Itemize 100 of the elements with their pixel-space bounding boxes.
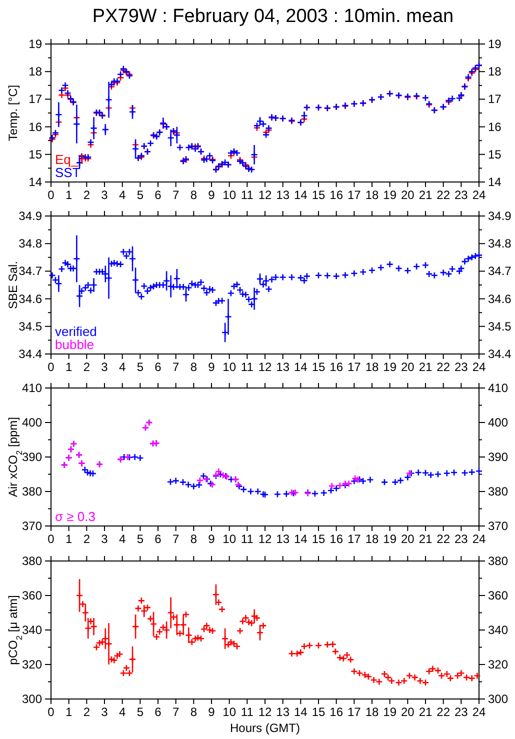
chart-title: PX79W : February 04, 2003 : 10min. mean bbox=[92, 6, 454, 27]
y2-tick-label: 18 bbox=[488, 64, 502, 79]
x-tick-label: 11 bbox=[240, 705, 254, 719]
x-tick-label: 9 bbox=[208, 360, 216, 374]
y-tick-label: 400 bbox=[22, 416, 42, 430]
y-tick-label: 18 bbox=[28, 64, 42, 79]
x-tick-label: 23 bbox=[454, 705, 468, 719]
y-tick-label: 17 bbox=[28, 92, 42, 106]
y-tick-label: 14 bbox=[28, 175, 42, 189]
x-tick-label: 2 bbox=[83, 705, 90, 719]
x-tick-label: 15 bbox=[312, 360, 326, 374]
y-tick-label: 370 bbox=[22, 519, 42, 533]
y-tick-label: 34.6 bbox=[18, 292, 42, 306]
x-tick-label: 10 bbox=[222, 188, 236, 202]
x-tick-label: 18 bbox=[365, 705, 379, 719]
x-tick-label: 18 bbox=[365, 188, 379, 202]
x-tick-label: 15 bbox=[312, 532, 326, 546]
y2-tick-label: 34.7 bbox=[488, 264, 512, 278]
x-tick-label: 9 bbox=[208, 705, 216, 719]
x-tick-label: 16 bbox=[330, 360, 344, 374]
x-tick-label: 7 bbox=[172, 532, 180, 546]
x-tick-label: 1 bbox=[65, 188, 72, 202]
y2-tick-label: 19 bbox=[488, 37, 502, 51]
x-tick-label: 12 bbox=[258, 532, 272, 546]
y-tick-label: 34.8 bbox=[18, 236, 42, 251]
point bbox=[328, 482, 336, 490]
y-tick-label: 360 bbox=[22, 588, 42, 602]
x-tick-label: 2 bbox=[83, 188, 90, 202]
x-tick-label: 14 bbox=[294, 360, 308, 374]
x-tick-label: 1 bbox=[65, 705, 72, 719]
x-tick-label: 19 bbox=[383, 360, 397, 374]
text: verified bbox=[55, 324, 97, 339]
x-tick-label: 14 bbox=[294, 705, 308, 719]
x-tick-label: 24 bbox=[472, 360, 486, 374]
y-tick-label: 34.7 bbox=[18, 264, 42, 278]
x-tick-label: 21 bbox=[418, 188, 432, 202]
x-tick-label: 24 bbox=[472, 705, 486, 719]
x-tick-label: 17 bbox=[347, 360, 362, 374]
x-tick-label: 20 bbox=[400, 188, 415, 202]
x-tick-label: 1 bbox=[65, 532, 72, 546]
x-tick-label: 3 bbox=[101, 360, 108, 374]
x-tick-label: 14 bbox=[294, 532, 308, 546]
x-axis-title: Hours (GMT) bbox=[230, 721, 300, 735]
x-tick-label: 7 bbox=[172, 188, 180, 202]
x-tick-label: 4 bbox=[118, 705, 126, 719]
x-tick-label: 13 bbox=[276, 532, 290, 546]
x-tick-label: 14 bbox=[294, 188, 308, 202]
y-tick-label: 320 bbox=[22, 658, 42, 672]
x-tick-label: 2 bbox=[83, 360, 90, 374]
x-tick-label: 13 bbox=[276, 705, 290, 719]
y2-tick-label: 360 bbox=[488, 588, 508, 602]
x-tick-label: 8 bbox=[190, 360, 198, 374]
x-tick-label: 19 bbox=[383, 532, 397, 546]
y2-tick-label: 340 bbox=[488, 623, 508, 637]
y2-tick-label: 34.5 bbox=[488, 319, 512, 334]
x-tick-label: 22 bbox=[436, 360, 450, 374]
x-tick-label: 15 bbox=[312, 705, 326, 719]
x-tick-label: 5 bbox=[136, 705, 144, 719]
x-tick-label: 21 bbox=[418, 705, 432, 719]
y-tick-label: 15 bbox=[28, 147, 42, 162]
y-tick-label: 380 bbox=[22, 554, 42, 568]
x-tick-label: 10 bbox=[222, 705, 236, 719]
x-tick-label: 6 bbox=[154, 360, 162, 374]
x-tick-label: 22 bbox=[436, 188, 450, 202]
x-tick-label: 24 bbox=[472, 532, 486, 546]
x-tick-label: 24 bbox=[472, 188, 486, 202]
y2-tick-label: 15 bbox=[488, 147, 502, 162]
y-axis-title: SBE Sal. bbox=[6, 260, 20, 310]
x-tick-label: 17 bbox=[347, 188, 362, 202]
y2-tick-label: 34.8 bbox=[488, 236, 512, 251]
x-tick-label: 22 bbox=[436, 532, 450, 546]
x-tick-label: 22 bbox=[436, 705, 450, 719]
x-tick-label: 23 bbox=[454, 360, 468, 374]
y2-tick-label: 380 bbox=[488, 484, 508, 498]
y2-tick-label: 390 bbox=[488, 450, 508, 464]
y-tick-label: 34.9 bbox=[18, 209, 42, 223]
y-tick-label: 410 bbox=[22, 381, 42, 395]
x-tick-label: 4 bbox=[118, 532, 126, 546]
x-tick-label: 17 bbox=[347, 532, 362, 546]
x-tick-label: 5 bbox=[136, 532, 144, 546]
x-tick-label: 7 bbox=[172, 360, 180, 374]
x-tick-label: 0 bbox=[48, 705, 55, 719]
x-tick-label: 10 bbox=[222, 360, 236, 374]
point bbox=[351, 474, 359, 482]
x-tick-label: 21 bbox=[418, 360, 432, 374]
x-tick-label: 3 bbox=[101, 532, 108, 546]
x-tick-label: 16 bbox=[330, 532, 344, 546]
y2-tick-label: 400 bbox=[488, 416, 508, 430]
x-tick-label: 13 bbox=[276, 188, 290, 202]
y2-tick-label: 380 bbox=[488, 554, 508, 568]
y2-tick-label: 300 bbox=[488, 692, 508, 706]
x-tick-label: 19 bbox=[383, 705, 397, 719]
x-tick-label: 8 bbox=[190, 705, 198, 719]
y-tick-label: 16 bbox=[28, 120, 42, 134]
y-tick-label: 390 bbox=[22, 450, 42, 464]
x-tick-label: 6 bbox=[154, 532, 162, 546]
y2-tick-label: 16 bbox=[488, 120, 502, 134]
x-tick-label: 19 bbox=[383, 188, 397, 202]
y2-tick-label: 410 bbox=[488, 381, 508, 395]
point bbox=[196, 476, 204, 484]
